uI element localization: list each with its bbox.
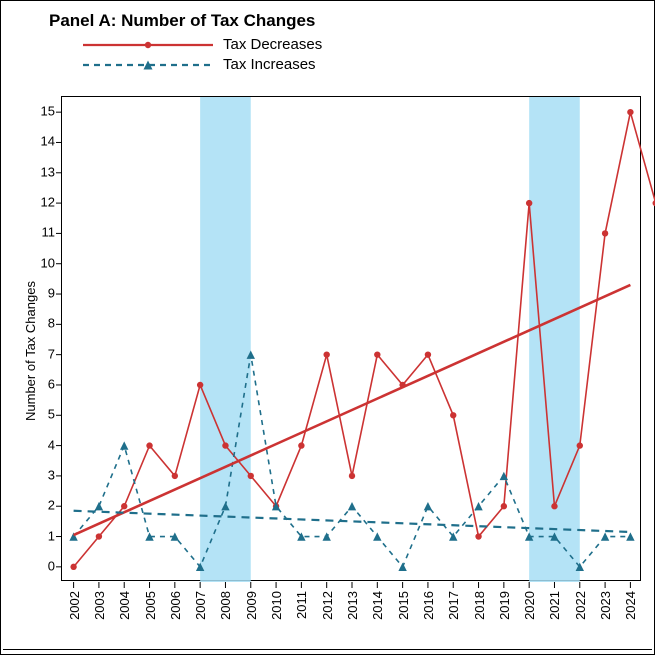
y-tick-label: 4 — [31, 437, 55, 452]
marker-dec — [374, 351, 380, 357]
marker-inc — [373, 532, 381, 540]
marker-dec — [577, 442, 583, 448]
x-tick-label: 2006 — [168, 591, 183, 620]
x-tick-label: 2003 — [92, 591, 107, 620]
x-tick-label: 2023 — [598, 591, 613, 620]
marker-dec — [526, 200, 532, 206]
legend-line-decreases — [77, 38, 219, 52]
y-tick-label: 13 — [31, 164, 55, 179]
marker-dec — [146, 442, 152, 448]
marker-dec — [349, 473, 355, 479]
x-tick-label: 2020 — [522, 591, 537, 620]
y-tick-label: 0 — [31, 558, 55, 573]
marker-inc — [626, 532, 634, 540]
marker-dec — [450, 412, 456, 418]
x-tick-label: 2010 — [269, 591, 284, 620]
y-tick-label: 9 — [31, 286, 55, 301]
x-tick-label: 2012 — [320, 591, 335, 620]
y-tick-label: 3 — [31, 467, 55, 482]
marker-inc — [424, 502, 432, 510]
marker-dec — [501, 503, 507, 509]
legend-label-increases: Tax Increases — [223, 56, 316, 73]
y-tick-label: 11 — [31, 225, 55, 240]
x-tick-label: 2024 — [623, 591, 638, 620]
marker-dec — [602, 230, 608, 236]
marker-dec — [248, 473, 254, 479]
x-tick-label: 2005 — [143, 591, 158, 620]
x-tick-label: 2015 — [396, 591, 411, 620]
panel-title: Panel A: Number of Tax Changes — [49, 11, 315, 31]
x-tick-label: 2014 — [370, 591, 385, 620]
marker-dec — [197, 382, 203, 388]
marker-dec — [425, 351, 431, 357]
x-tick-label: 2017 — [446, 591, 461, 620]
x-tick-label: 2009 — [244, 591, 259, 620]
marker-dec — [70, 564, 76, 570]
y-tick-label: 12 — [31, 195, 55, 210]
marker-inc — [348, 502, 356, 510]
marker-dec — [475, 533, 481, 539]
marker-dec — [551, 503, 557, 509]
y-tick-label: 6 — [31, 376, 55, 391]
x-tick-label: 2004 — [117, 591, 132, 620]
x-tick-label: 2002 — [67, 591, 82, 620]
y-tick-label: 8 — [31, 316, 55, 331]
y-tick-label: 14 — [31, 134, 55, 149]
marker-dec — [172, 473, 178, 479]
x-tick-label: 2019 — [497, 591, 512, 620]
x-tick-label: 2021 — [547, 591, 562, 620]
marker-dec — [298, 442, 304, 448]
y-tick-label: 10 — [31, 255, 55, 270]
marker-dec — [96, 533, 102, 539]
y-tick-label: 15 — [31, 104, 55, 119]
x-tick-label: 2008 — [218, 591, 233, 620]
x-tick-label: 2011 — [294, 591, 309, 619]
marker-inc — [322, 532, 330, 540]
x-tick-label: 2018 — [472, 591, 487, 620]
marker-dec — [121, 503, 127, 509]
x-tick-label: 2013 — [345, 591, 360, 620]
legend-line-increases — [77, 58, 219, 72]
y-tick-label: 1 — [31, 528, 55, 543]
marker-inc — [474, 502, 482, 510]
plot-area — [61, 96, 641, 581]
marker-dec — [222, 442, 228, 448]
x-tick-label: 2022 — [573, 591, 588, 620]
x-tick-label: 2016 — [421, 591, 436, 620]
marker-dec — [323, 351, 329, 357]
chart-frame: Panel A: Number of Tax Changes Number of… — [0, 0, 655, 655]
bottom-rule — [3, 649, 652, 650]
marker-dec — [627, 109, 633, 115]
y-tick-label: 5 — [31, 407, 55, 422]
y-tick-label: 7 — [31, 346, 55, 361]
plot-svg — [62, 97, 642, 582]
marker-inc — [95, 502, 103, 510]
marker-inc — [398, 563, 406, 571]
legend-label-decreases: Tax Decreases — [223, 36, 322, 53]
x-tick-label: 2007 — [193, 591, 208, 620]
marker-inc — [601, 532, 609, 540]
marker-inc — [120, 441, 128, 449]
y-tick-label: 2 — [31, 498, 55, 513]
